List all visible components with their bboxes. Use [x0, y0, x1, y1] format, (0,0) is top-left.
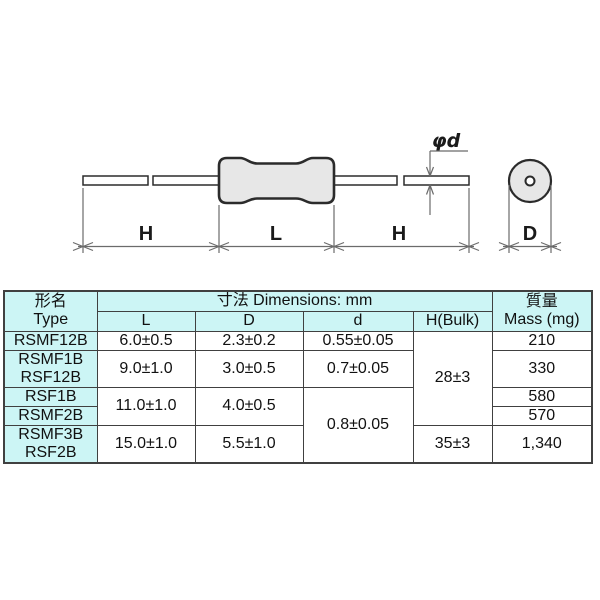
type-header-en: Type	[33, 311, 69, 329]
mass-value-cell: 330	[491, 349, 593, 388]
lead-left-outer-segment	[82, 175, 149, 186]
dimensions-group-header: 寸法 Dimensions: mm	[96, 290, 493, 312]
l-value-cell: 9.0±1.0	[96, 349, 196, 388]
type-cell: RSMF2B	[3, 405, 98, 426]
type-line-2: RSF2B	[24, 443, 77, 461]
header-row-2: L D d H(Bulk)	[4, 310, 592, 332]
lead-diameter-label: φd	[432, 130, 461, 152]
extension-lines	[82, 188, 470, 253]
header-row-1: 形名 Type 寸法 Dimensions: mm 質量 Mass (mg)	[3, 290, 593, 332]
dimension-label-h-right: H	[392, 223, 406, 245]
resistor-body	[217, 156, 336, 205]
lead-right-inner-segment	[332, 175, 398, 186]
type-cell: RSMF12B	[3, 330, 98, 351]
l-value-cell: 11.0±1.0	[96, 386, 196, 426]
col-header-d-lower: d	[302, 310, 414, 332]
table-row: RSMF3B RSF2B 15.0±1.0 5.5±1.0 35±3 1,340	[3, 424, 593, 463]
mass-header-en: Mass (mg)	[504, 311, 580, 329]
dimension-line-d	[498, 185, 562, 253]
dimension-line-hlh	[72, 241, 480, 252]
table-row: RSF1B 11.0±1.0 4.0±0.5 0.8±0.05 580	[3, 386, 593, 463]
mass-value-cell: 1,340	[491, 424, 593, 463]
d-value-cell: 2.3±0.2	[194, 330, 304, 351]
l-value-cell: 6.0±0.5	[96, 330, 196, 351]
mass-value-cell: 210	[491, 330, 593, 351]
dimension-label-l: L	[270, 223, 282, 245]
table-row: RSMF1B RSF12B 9.0±1.0 3.0±0.5 0.7±0.05 3…	[3, 349, 593, 388]
end-view-lead-hole	[524, 175, 536, 187]
mass-value-cell: 570	[491, 405, 593, 426]
table-row: RSMF2B 570	[3, 405, 593, 426]
mass-column-header: 質量 Mass (mg)	[491, 290, 593, 332]
type-line-1: RSMF3B	[18, 425, 84, 443]
lead-right-outer-segment	[403, 175, 470, 186]
col-header-h-bulk: H(Bulk)	[412, 310, 493, 332]
type-cell: RSMF3B RSF2B	[3, 424, 98, 463]
h-bulk-value-cell: 28±3	[412, 330, 493, 426]
type-header-ja: 形名	[34, 293, 67, 311]
lead-left-inner-segment	[152, 175, 221, 186]
lead-diameter-callout-lines	[425, 150, 468, 215]
type-line-1: RSMF1B	[18, 350, 84, 368]
type-cell: RSF1B	[3, 386, 98, 407]
d-value-cell: 3.0±0.5	[194, 349, 304, 388]
resistor-dimension-diagram: φd H L H	[72, 130, 562, 253]
d-small-value-cell: 0.55±0.05	[302, 330, 414, 351]
col-header-l: L	[96, 310, 196, 332]
type-column-header: 形名 Type	[3, 290, 98, 332]
type-line-2: RSF12B	[20, 368, 81, 386]
dimension-label-d: D	[523, 223, 537, 245]
d-value-cell: 5.5±1.0	[194, 424, 304, 463]
dimension-spec-table: 形名 Type 寸法 Dimensions: mm 質量 Mass (mg) L…	[3, 290, 594, 464]
mass-value-cell: 580	[491, 386, 593, 407]
dimension-label-h-left: H	[139, 223, 153, 245]
table-row: RSMF12B 6.0±0.5 2.3±0.2 0.55±0.05 28±3 2…	[3, 330, 593, 426]
h-bulk-value-cell: 35±3	[412, 424, 493, 463]
d-value-cell: 4.0±0.5	[194, 386, 304, 426]
type-cell: RSMF1B RSF12B	[3, 349, 98, 388]
mass-header-ja: 質量	[525, 293, 558, 311]
l-value-cell: 15.0±1.0	[96, 424, 196, 463]
d-small-value-cell: 0.8±0.05	[302, 386, 414, 463]
col-header-d-upper: D	[194, 310, 304, 332]
d-small-value-cell: 0.7±0.05	[302, 349, 414, 388]
